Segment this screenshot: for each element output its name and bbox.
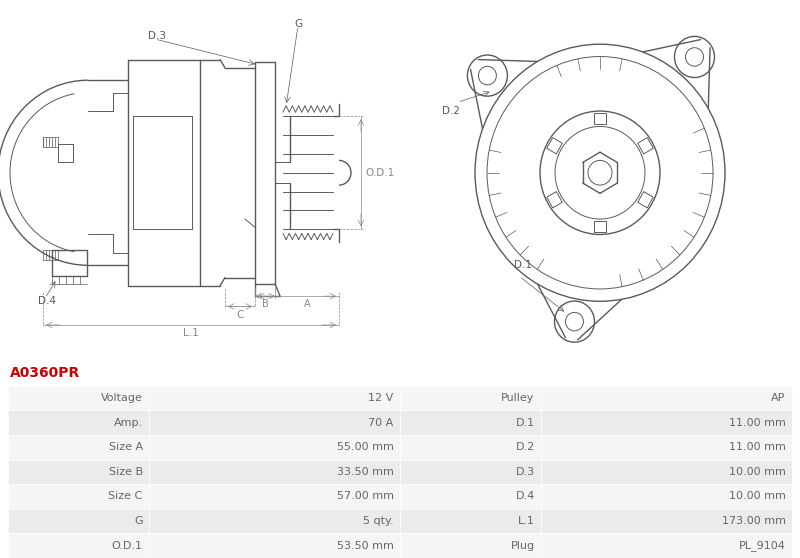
Text: 70 A: 70 A	[368, 417, 394, 427]
Text: Voltage: Voltage	[101, 393, 142, 403]
Text: D.3: D.3	[515, 467, 534, 477]
Text: D.3: D.3	[148, 31, 166, 41]
Text: 11.00 mm: 11.00 mm	[729, 417, 786, 427]
Text: Amp.: Amp.	[114, 417, 142, 427]
Bar	[149, 533, 400, 558]
Bar	[149, 509, 400, 533]
Text: PL_9104: PL_9104	[738, 540, 786, 551]
Text: D.2: D.2	[442, 107, 460, 117]
Text: 10.00 mm: 10.00 mm	[729, 492, 786, 502]
Text: B: B	[262, 299, 268, 309]
Text: 12 V: 12 V	[368, 393, 394, 403]
Text: 33.50 mm: 33.50 mm	[337, 467, 394, 477]
Text: L.1: L.1	[518, 516, 534, 526]
Text: 55.00 mm: 55.00 mm	[337, 442, 394, 452]
Bar	[400, 386, 541, 410]
Text: Plug: Plug	[510, 541, 534, 551]
Bar	[149, 435, 400, 460]
Text: D.1: D.1	[515, 417, 534, 427]
Text: 10.00 mm: 10.00 mm	[729, 467, 786, 477]
Bar	[149, 484, 400, 509]
Bar	[541, 484, 792, 509]
Text: O.D.1: O.D.1	[112, 541, 142, 551]
Text: 57.00 mm: 57.00 mm	[337, 492, 394, 502]
Text: AP: AP	[771, 393, 786, 403]
Text: L.1: L.1	[183, 328, 199, 338]
Bar	[400, 435, 541, 460]
Bar	[541, 435, 792, 460]
Text: G: G	[294, 18, 302, 28]
Bar	[400, 410, 541, 435]
Bar	[8, 460, 149, 484]
Bar	[8, 509, 149, 533]
Text: 53.50 mm: 53.50 mm	[337, 541, 394, 551]
Text: O.D.1: O.D.1	[365, 168, 394, 178]
Bar	[541, 410, 792, 435]
Text: Pulley: Pulley	[502, 393, 534, 403]
Bar	[400, 460, 541, 484]
Text: A: A	[304, 299, 310, 309]
Bar	[149, 410, 400, 435]
Bar	[8, 435, 149, 460]
Bar	[541, 509, 792, 533]
Bar	[541, 533, 792, 558]
Bar	[8, 410, 149, 435]
Bar	[8, 484, 149, 509]
Bar	[8, 533, 149, 558]
Bar	[400, 509, 541, 533]
Bar	[400, 484, 541, 509]
Text: D.1: D.1	[514, 260, 533, 270]
Bar	[541, 460, 792, 484]
Text: A0360PR: A0360PR	[10, 366, 80, 380]
Text: D.4: D.4	[38, 296, 56, 306]
Text: D.4: D.4	[515, 492, 534, 502]
Bar	[149, 386, 400, 410]
Text: Size C: Size C	[109, 492, 142, 502]
Text: Size B: Size B	[109, 467, 142, 477]
Text: 11.00 mm: 11.00 mm	[729, 442, 786, 452]
Text: D.2: D.2	[515, 442, 534, 452]
Text: 5 qty.: 5 qty.	[363, 516, 394, 526]
Bar	[8, 386, 149, 410]
Bar	[149, 460, 400, 484]
Text: Size A: Size A	[109, 442, 142, 452]
Text: G: G	[134, 516, 142, 526]
Text: 173.00 mm: 173.00 mm	[722, 516, 786, 526]
Bar	[400, 533, 541, 558]
Text: C: C	[236, 310, 244, 320]
Bar	[541, 386, 792, 410]
